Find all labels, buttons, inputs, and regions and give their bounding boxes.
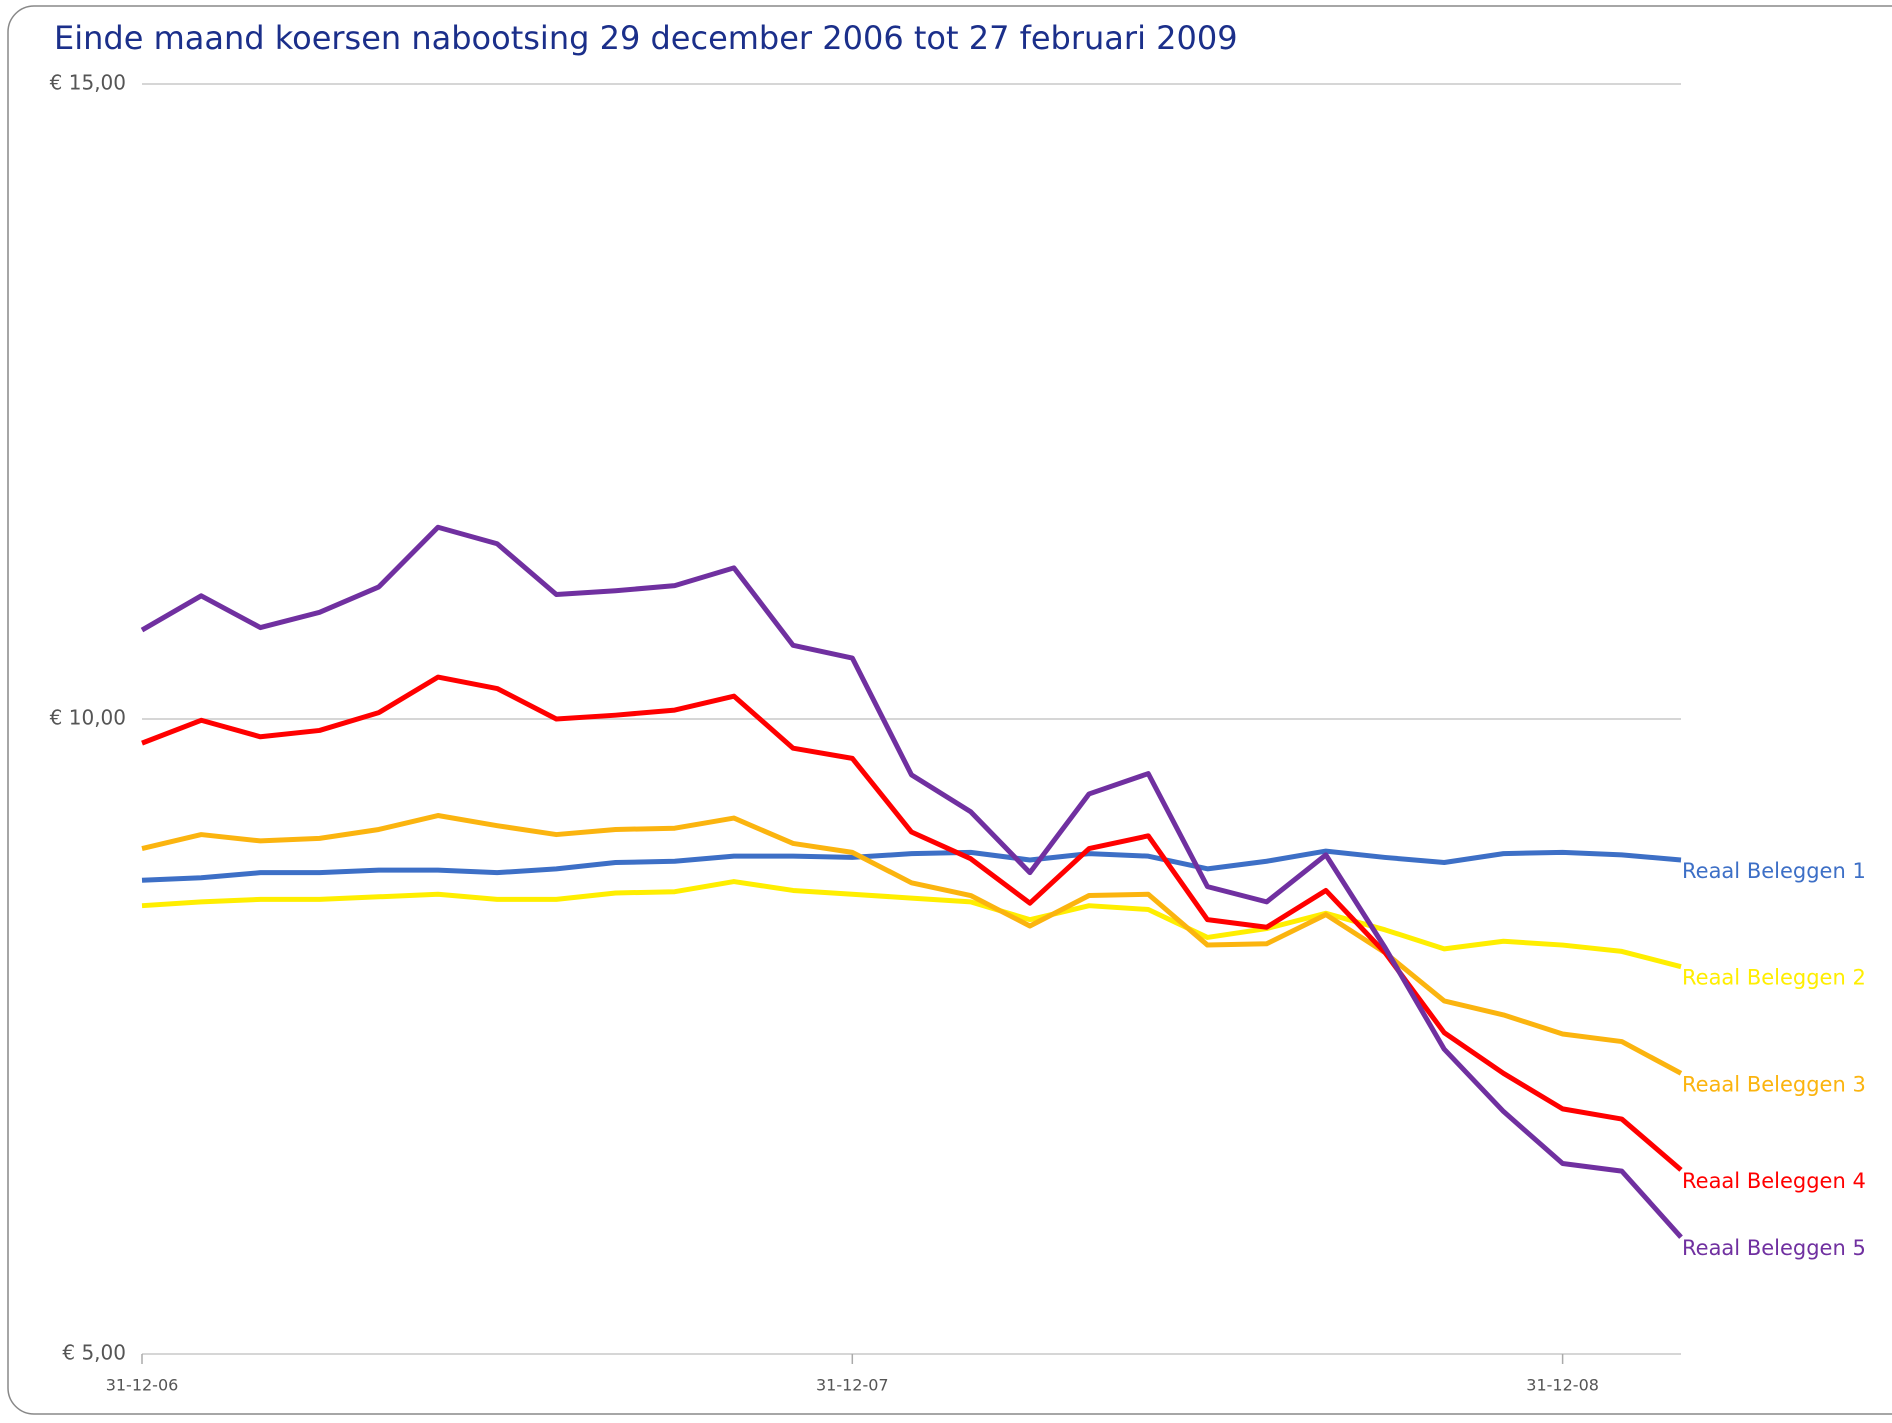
series-line — [140, 524, 1683, 1239]
x-tick-label: 31-12-08 — [1526, 1376, 1599, 1395]
y-tick-label: € 5,00 — [62, 1341, 126, 1365]
x-tick-label: 31-12-07 — [816, 1376, 889, 1395]
x-tick-label: 31-12-06 — [106, 1376, 179, 1395]
legend-label: Reaal Beleggen 5 — [1682, 1236, 1866, 1260]
series-line — [141, 674, 1683, 1172]
legend-label: Reaal Beleggen 2 — [1682, 966, 1866, 990]
series-line — [141, 813, 1683, 1076]
chart-title: Einde maand koersen nabootsing 29 decemb… — [54, 19, 1238, 57]
frame — [7, 5, 1892, 1415]
y-tick-label: € 15,00 — [50, 71, 126, 95]
legend-label: Reaal Beleggen 3 — [1682, 1072, 1866, 1096]
series-line — [141, 879, 1682, 970]
legend-label: Reaal Beleggen 4 — [1682, 1169, 1866, 1193]
y-tick-label: € 10,00 — [50, 706, 126, 730]
legend-label: Reaal Beleggen 1 — [1682, 859, 1866, 883]
series-line — [141, 848, 1682, 883]
